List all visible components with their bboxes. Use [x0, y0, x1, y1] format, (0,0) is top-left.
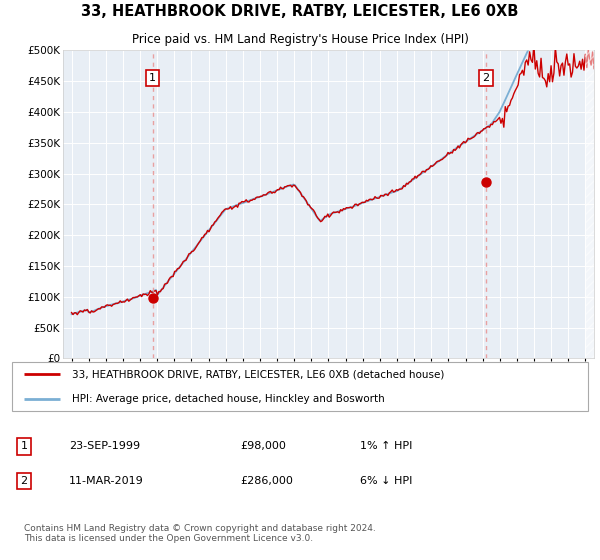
- Text: HPI: Average price, detached house, Hinckley and Bosworth: HPI: Average price, detached house, Hinc…: [72, 394, 385, 404]
- Text: 33, HEATHBROOK DRIVE, RATBY, LEICESTER, LE6 0XB: 33, HEATHBROOK DRIVE, RATBY, LEICESTER, …: [82, 3, 518, 18]
- Text: £286,000: £286,000: [240, 477, 293, 487]
- Text: 6% ↓ HPI: 6% ↓ HPI: [360, 477, 412, 487]
- Text: 1: 1: [149, 73, 156, 83]
- FancyBboxPatch shape: [12, 362, 588, 411]
- Text: 11-MAR-2019: 11-MAR-2019: [69, 477, 144, 487]
- Text: 2: 2: [482, 73, 490, 83]
- Text: 33, HEATHBROOK DRIVE, RATBY, LEICESTER, LE6 0XB (detached house): 33, HEATHBROOK DRIVE, RATBY, LEICESTER, …: [72, 369, 445, 379]
- Text: 23-SEP-1999: 23-SEP-1999: [69, 441, 140, 451]
- Text: 2: 2: [20, 477, 28, 487]
- Text: £98,000: £98,000: [240, 441, 286, 451]
- Text: 1: 1: [20, 441, 28, 451]
- Text: 1% ↑ HPI: 1% ↑ HPI: [360, 441, 412, 451]
- Text: Price paid vs. HM Land Registry's House Price Index (HPI): Price paid vs. HM Land Registry's House …: [131, 33, 469, 46]
- Text: Contains HM Land Registry data © Crown copyright and database right 2024.
This d: Contains HM Land Registry data © Crown c…: [24, 524, 376, 544]
